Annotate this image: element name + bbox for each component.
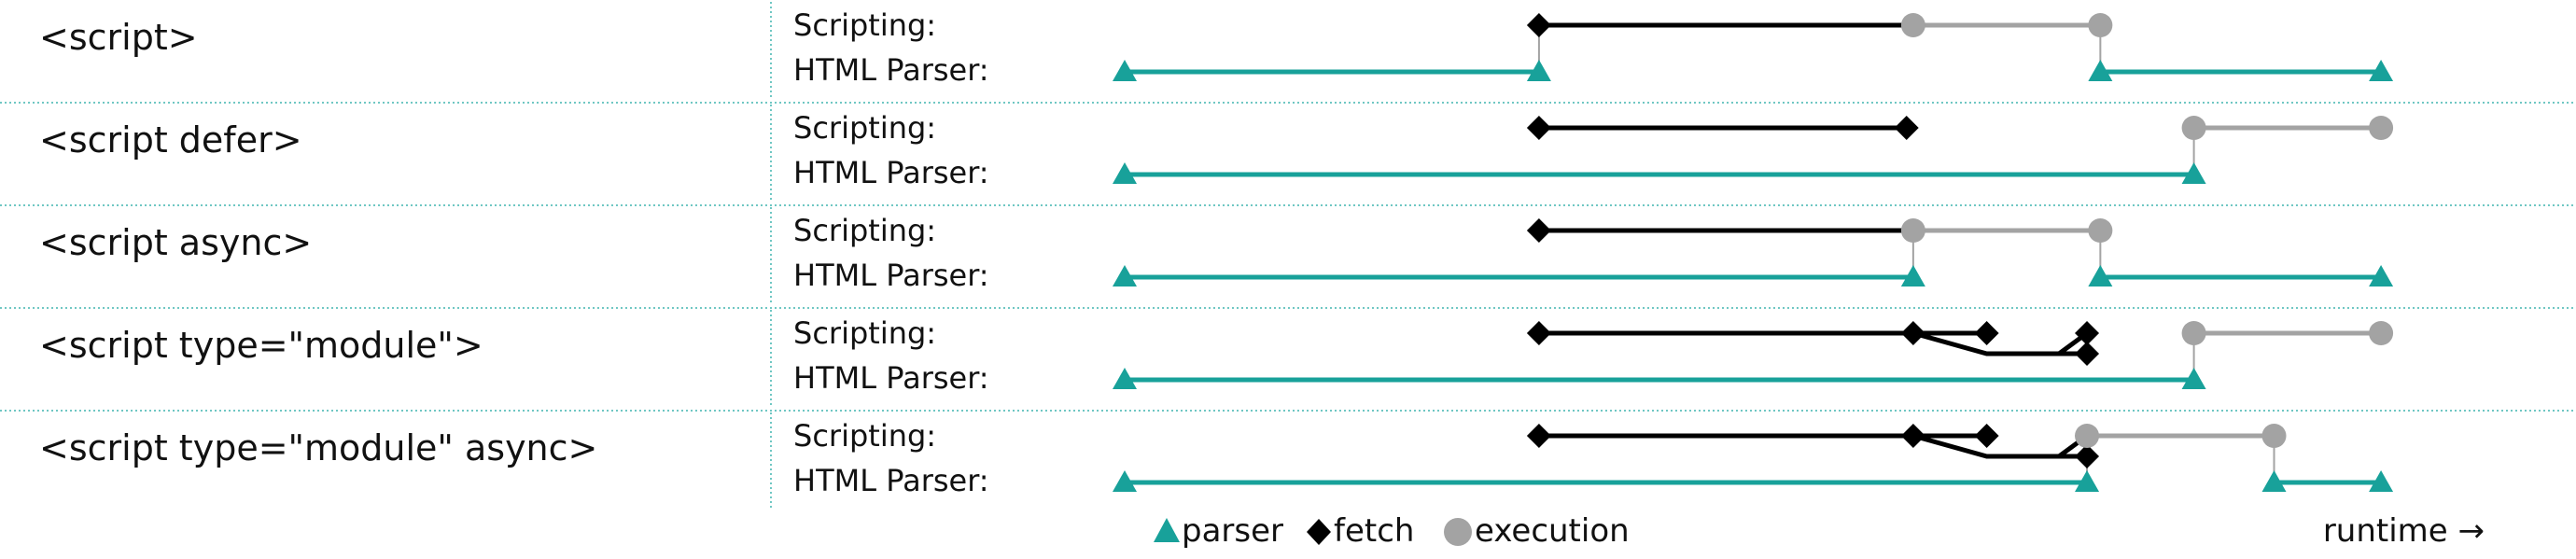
- parser-marker: [1113, 265, 1137, 286]
- row-title: <script type="module" async>: [39, 427, 597, 468]
- parser-marker: [2088, 265, 2113, 286]
- fetch-marker: [1900, 424, 1925, 448]
- parser-marker: [1900, 265, 1925, 286]
- legend-parser-triangle-icon: [1154, 518, 1180, 542]
- fetch-marker: [2075, 321, 2100, 345]
- parser-marker: [2181, 162, 2206, 184]
- fetch-marker: [1526, 116, 1551, 140]
- parser-label: HTML Parser:: [793, 360, 989, 396]
- execution-marker: [2088, 218, 2113, 243]
- execution-marker: [2075, 424, 2100, 448]
- scripting-label: Scripting:: [793, 110, 936, 146]
- execution-marker: [2088, 13, 2113, 37]
- parser-marker: [1113, 470, 1137, 492]
- scripting-label: Scripting:: [793, 418, 936, 454]
- parser-marker: [2369, 60, 2394, 81]
- row-0: <script> Scripting: HTML Parser:: [0, 2, 2576, 104]
- legend-execution-label: execution: [1475, 512, 1630, 550]
- scripting-label: Scripting:: [793, 7, 936, 43]
- fetch-marker: [1526, 218, 1551, 243]
- fetch-marker: [1526, 424, 1551, 448]
- execution-marker: [2261, 424, 2287, 448]
- parser-marker: [2369, 470, 2394, 492]
- legend-fetch-diamond-icon: [1307, 519, 1331, 545]
- scripting-label: Scripting:: [793, 315, 936, 351]
- parser-marker: [1113, 368, 1137, 389]
- fetch-marker: [1526, 13, 1551, 37]
- parser-label: HTML Parser:: [793, 52, 989, 88]
- rows-layer: <script> Scripting:HTML Parser:<script de…: [0, 2, 2576, 508]
- execution-marker: [2369, 321, 2394, 345]
- execution-marker: [1900, 13, 1925, 37]
- row-title: <script async>: [39, 222, 312, 263]
- fetch-marker: [2075, 342, 2100, 366]
- fetch-marker: [1900, 321, 1925, 345]
- parser-marker: [1113, 60, 1137, 81]
- row-title: <script defer>: [39, 119, 302, 161]
- parser-label: HTML Parser:: [793, 463, 989, 498]
- execution-marker: [2369, 116, 2394, 140]
- parser-marker: [2181, 368, 2206, 389]
- legend-runtime-label: runtime →: [2323, 512, 2485, 550]
- fetch-marker: [1974, 424, 1999, 448]
- parser-label: HTML Parser:: [793, 155, 989, 190]
- fetch-marker: [1894, 116, 1919, 140]
- row-2: <script async> Scripting: HTML Parser:: [0, 207, 2576, 309]
- parser-marker: [2369, 265, 2394, 286]
- legend-fetch-label: fetch: [1334, 512, 1414, 550]
- fetch-dependency-path: [1912, 433, 2089, 459]
- parser-marker: [1526, 60, 1551, 81]
- scripting-label: Scripting:: [793, 213, 936, 248]
- legend: parser fetch execution runtime →: [1154, 512, 2485, 550]
- fetch-marker: [1974, 321, 1999, 345]
- execution-marker: [2181, 321, 2206, 345]
- execution-marker: [1900, 218, 1925, 243]
- row-4: <script type="module" async> Scripting: HT…: [39, 412, 2394, 508]
- fetch-marker: [1526, 321, 1551, 345]
- row-title: <script>: [39, 17, 198, 58]
- parser-marker: [2088, 60, 2113, 81]
- fetch-marker: [2075, 444, 2100, 468]
- parser-marker: [2261, 470, 2287, 492]
- row-1: <script defer> Scripting: HTML Parser:: [0, 105, 2576, 206]
- execution-marker: [2181, 116, 2206, 140]
- parser-marker: [2075, 470, 2100, 492]
- legend-parser-label: parser: [1182, 512, 1283, 550]
- row-3: <script type="module"> Scripting: HTML Par…: [0, 310, 2576, 412]
- parser-label: HTML Parser:: [793, 258, 989, 293]
- legend-execution-circle-icon: [1444, 518, 1472, 546]
- parser-marker: [1113, 162, 1137, 184]
- fetch-dependency-path: [1912, 330, 2089, 356]
- row-title: <script type="module">: [39, 325, 483, 366]
